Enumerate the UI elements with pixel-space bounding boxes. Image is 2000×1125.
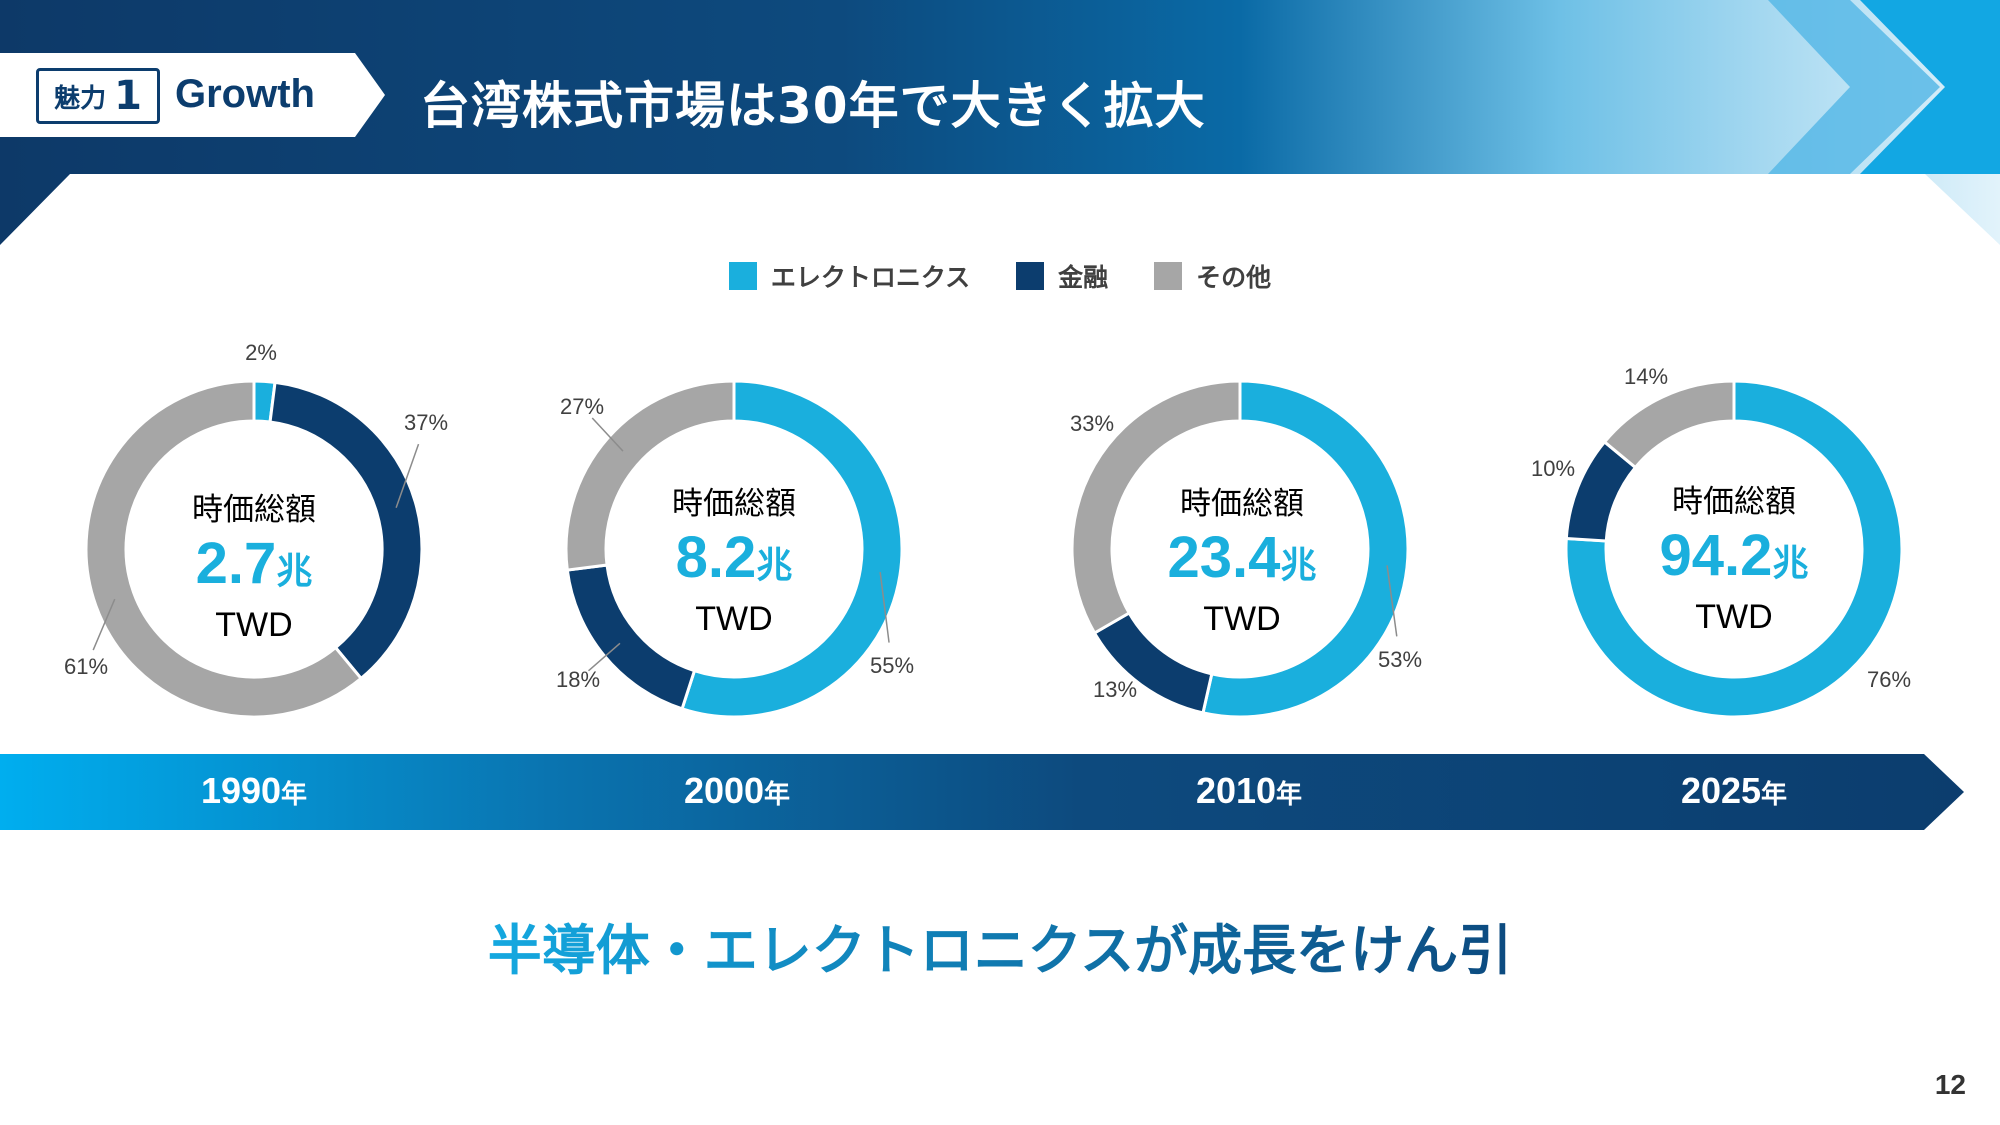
badge-word: 魅力 [54, 83, 107, 114]
leader-line-1990-1 [395, 443, 420, 508]
leader-line-2010-0 [1386, 565, 1398, 637]
donut-slice-2000-2 [564, 379, 736, 572]
legend-label-electronics: エレクトロニクス [770, 263, 971, 292]
page-title: 台湾株式市場は30年で大きく拡大 [420, 77, 1206, 135]
timeline-year-2025: 2025年 [1614, 770, 1854, 812]
timeline-year-2010: 2010年 [1129, 770, 1369, 812]
donut-slice-2000-0 [680, 379, 904, 719]
year-number: 2000 [683, 770, 765, 811]
data-label-2000-1: 18% [556, 667, 600, 692]
donut-slice-2010-2 [1070, 379, 1242, 636]
timeline-year-2000: 2000年 [617, 770, 857, 812]
legend-item-finance: 金融 [1016, 258, 1108, 294]
center-value-number: 23.4 [1167, 525, 1281, 590]
year-number: 1990 [200, 770, 282, 811]
legend-swatch-finance [1016, 262, 1045, 290]
year-suffix: 年 [1276, 780, 1303, 810]
year-suffix: 年 [764, 780, 791, 810]
data-label-2010-2: 33% [1070, 411, 1114, 436]
donut-slice-2025-2 [1602, 379, 1736, 470]
year-suffix: 年 [281, 780, 308, 810]
donut-slice-1990-2 [84, 379, 364, 719]
center-value-unit: 兆 [276, 550, 313, 591]
center-value: 94.2兆 [1604, 521, 1864, 598]
leader-line-2000-0 [879, 572, 890, 643]
center-currency: TWD [1203, 600, 1281, 638]
data-label-2000-2: 27% [560, 394, 604, 419]
center-value: 2.7兆 [124, 529, 384, 606]
page-number: 12 [1934, 1069, 1966, 1100]
donut-slice-2025-0 [1564, 379, 1904, 719]
year-number: 2010 [1195, 770, 1277, 811]
data-label-1990-1: 37% [404, 410, 448, 435]
donut-slice-1990-1 [268, 380, 424, 681]
center-value-unit: 兆 [1280, 544, 1317, 585]
leader-line-2000-1 [587, 642, 621, 672]
timeline-year-1990: 1990年 [134, 770, 374, 812]
badge-label: Growth [175, 72, 315, 116]
donut-center-2025: 時価総額 94.2兆 TWD [1604, 476, 1864, 637]
header-banner [0, 0, 2000, 245]
timeline-arrow [0, 754, 1964, 830]
badge-box: 魅力 1 [36, 68, 160, 124]
center-value-unit: 兆 [756, 544, 793, 585]
center-value-number: 94.2 [1659, 523, 1773, 588]
legend-item-electronics: エレクトロニクス [728, 258, 971, 294]
year-number: 2025 [1680, 770, 1762, 811]
center-currency: TWD [215, 606, 293, 644]
data-label-2025-2: 14% [1624, 364, 1668, 389]
data-label-2010-1: 13% [1093, 677, 1137, 702]
data-label-1990-0: 2% [245, 340, 277, 365]
legend-label-finance: 金融 [1058, 263, 1109, 292]
center-currency: TWD [695, 600, 773, 638]
center-title: 時価総額 [1180, 486, 1304, 522]
donut-center-2000: 時価総額 8.2兆 TWD [604, 478, 864, 639]
tagline-text: 半導体・エレクトロニクスが成長をけん引 [487, 919, 1513, 982]
legend-swatch-other [1154, 262, 1183, 290]
center-value: 23.4兆 [1112, 523, 1372, 600]
data-label-2010-0: 53% [1378, 647, 1422, 672]
donut-slice-2010-0 [1201, 379, 1410, 719]
chart-legend: エレクトロニクス 金融 その他 [0, 258, 2000, 294]
data-label-2025-1: 10% [1531, 456, 1575, 481]
center-title: 時価総額 [1672, 484, 1796, 520]
data-label-2000-0: 55% [870, 653, 914, 678]
legend-item-other: その他 [1154, 258, 1271, 294]
year-suffix: 年 [1761, 780, 1788, 810]
center-title: 時価総額 [672, 486, 796, 522]
tagline: 半導体・エレクトロニクスが成長をけん引 [0, 906, 2000, 985]
center-title: 時価総額 [192, 492, 316, 528]
center-value-unit: 兆 [1772, 542, 1809, 583]
data-label-1990-2: 61% [64, 654, 108, 679]
donut-charts: 2% 37% 61% 55% 18% 27% 53% 13% 33% 76% 10% 14% [64, 340, 1911, 719]
badge-number: 1 [114, 73, 142, 119]
center-value-number: 2.7 [195, 531, 277, 596]
legend-label-other: その他 [1196, 263, 1272, 292]
legend-swatch-electronics [728, 262, 757, 290]
leader-line-1990-2 [92, 598, 116, 651]
center-currency: TWD [1695, 598, 1773, 636]
center-value: 8.2兆 [604, 523, 864, 600]
leader-line-2000-2 [591, 417, 624, 452]
data-label-2025-0: 76% [1867, 667, 1911, 692]
donut-center-2010: 時価総額 23.4兆 TWD [1112, 478, 1372, 639]
donut-center-1990: 時価総額 2.7兆 TWD [124, 484, 384, 645]
center-value-number: 8.2 [675, 525, 757, 590]
